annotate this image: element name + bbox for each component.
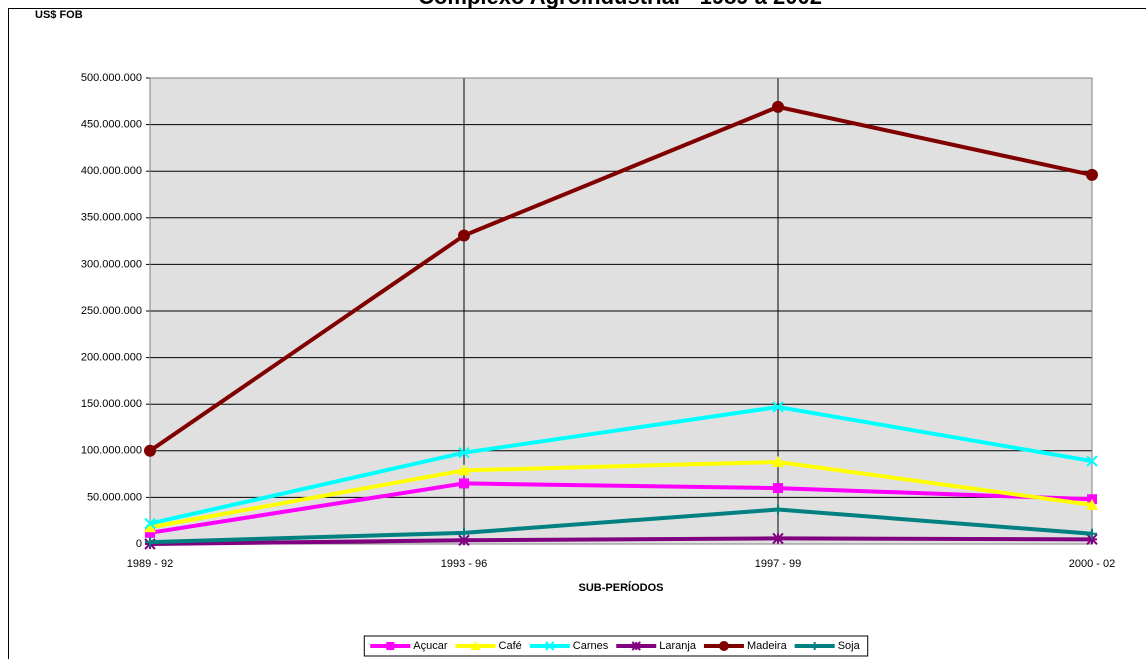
legend-label: Soja bbox=[838, 640, 861, 652]
series bbox=[145, 504, 1097, 548]
marker bbox=[144, 521, 156, 533]
y-tick-label: 150.000.000 bbox=[81, 398, 142, 410]
y-tick-label: 350.000.000 bbox=[81, 212, 142, 224]
marker bbox=[458, 229, 470, 242]
plot-border bbox=[149, 77, 1093, 545]
chart-title: Complexo Agroindustrial - 1989 a 2002 bbox=[418, 0, 822, 9]
marker bbox=[1086, 455, 1098, 467]
marker bbox=[772, 401, 784, 413]
y-tick-label: 100.000.000 bbox=[81, 445, 142, 457]
marker bbox=[459, 478, 469, 489]
marker bbox=[772, 100, 784, 113]
marker bbox=[458, 446, 470, 459]
marker bbox=[144, 517, 156, 530]
marker bbox=[386, 642, 395, 650]
line bbox=[148, 104, 1093, 453]
y-tick-label: 250.000.000 bbox=[81, 305, 142, 317]
marker bbox=[144, 444, 156, 457]
marker bbox=[1087, 528, 1097, 539]
line bbox=[149, 404, 1093, 526]
legend-label: Laranja bbox=[659, 640, 697, 652]
legend: Açucar Café Carnes Laranja Madeira Soja bbox=[363, 635, 869, 657]
y-tick-label: 500.000.000 bbox=[81, 72, 142, 84]
marker bbox=[773, 483, 783, 494]
legend-label: Madeira bbox=[747, 640, 788, 652]
marker bbox=[545, 641, 555, 651]
y-tick-label: 300.000.000 bbox=[81, 258, 142, 270]
series bbox=[144, 455, 1098, 533]
marker bbox=[459, 527, 469, 538]
marker bbox=[772, 532, 784, 545]
marker bbox=[1086, 533, 1098, 546]
line bbox=[149, 481, 1093, 535]
marker bbox=[631, 641, 641, 651]
marker bbox=[458, 534, 470, 546]
line bbox=[149, 507, 1093, 545]
marker bbox=[810, 642, 819, 650]
x-tick-label: 1989 - 92 bbox=[127, 558, 173, 570]
series bbox=[144, 401, 1098, 530]
y-tick-label: 450.000.000 bbox=[81, 119, 142, 131]
x-tick-label: 2000 - 02 bbox=[1069, 558, 1115, 570]
line bbox=[149, 459, 1093, 530]
marker bbox=[773, 504, 783, 515]
marker bbox=[772, 455, 784, 467]
y-tick-label: 50.000.000 bbox=[87, 491, 142, 503]
series bbox=[144, 100, 1098, 457]
y-tick-label: 200.000.000 bbox=[81, 352, 142, 364]
x-axis-label: SUB-PERÍODOS bbox=[579, 581, 664, 594]
marker bbox=[470, 641, 481, 650]
legend-box bbox=[363, 635, 869, 657]
legend-label: Carnes bbox=[573, 640, 609, 652]
line bbox=[149, 536, 1093, 546]
marker bbox=[718, 641, 729, 651]
y-axis-label: US$ FOB bbox=[35, 9, 83, 21]
y-tick-label: 0 bbox=[136, 538, 142, 550]
marker bbox=[145, 537, 155, 548]
y-tick-label: 400.000.000 bbox=[81, 165, 142, 177]
x-tick-label: 1993 - 96 bbox=[441, 558, 487, 570]
x-tick-label: 1997 - 99 bbox=[755, 558, 801, 570]
legend-label: Café bbox=[499, 640, 522, 652]
marker bbox=[145, 527, 155, 538]
marker bbox=[1086, 168, 1098, 181]
marker bbox=[1086, 498, 1098, 510]
legend-label: Açucar bbox=[413, 640, 448, 652]
marker bbox=[458, 464, 470, 476]
